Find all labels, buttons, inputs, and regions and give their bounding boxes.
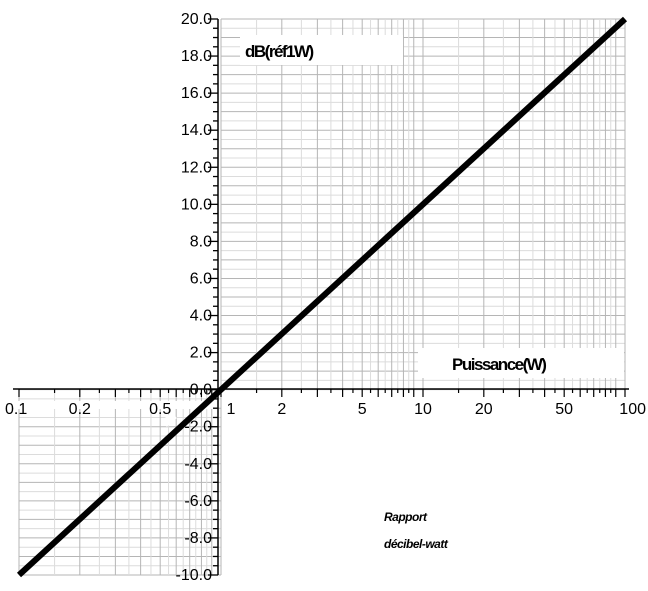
tick-labels: 20.0 18.0 16.0 14.0 12.0 10.0 8.0 6.0 4.0 2.0 0.0 -… <box>5 11 646 584</box>
x-tick-label: 20 <box>475 401 493 418</box>
y-tick-label: -10.0 <box>176 567 213 584</box>
y-tick-label: -8.0 <box>184 530 212 547</box>
x-tick-label: 5 <box>358 401 367 418</box>
y-tick-label: 8.0 <box>190 233 212 250</box>
x-tick-label: 50 <box>555 401 573 418</box>
caption-line-1: Rapport <box>384 510 428 524</box>
y-tick-label: 12.0 <box>181 159 212 176</box>
x-tick-label: 0.1 <box>5 401 27 418</box>
x-tick-label: 2 <box>277 401 286 418</box>
y-tick-label: 0.0 <box>190 382 212 399</box>
x-tick-label: 100 <box>619 401 646 418</box>
x-ticklabel-box <box>3 401 214 409</box>
x-axis-label: Puissance(W) <box>452 355 546 374</box>
y-tick-label: 16.0 <box>181 85 212 102</box>
label-boxes <box>3 35 624 409</box>
y-tick-label: 18.0 <box>181 48 212 65</box>
y-tick-label: 6.0 <box>190 270 212 287</box>
y-tick-label: -4.0 <box>184 456 212 473</box>
grid <box>18 18 626 576</box>
y-tick-label: 4.0 <box>190 308 212 325</box>
y-axis-label: dB(réf1W) <box>245 42 314 61</box>
x-tick-label: 10 <box>414 401 432 418</box>
xlabel-box <box>418 348 624 378</box>
y-tick-label: -6.0 <box>184 493 212 510</box>
y-tick-label: 14.0 <box>181 122 212 139</box>
x-tick-label: 0.5 <box>149 401 171 418</box>
x-tick-label: 0.2 <box>69 401 91 418</box>
x-tick-label: 1 <box>227 401 236 418</box>
y-tick-label: 10.0 <box>181 196 212 213</box>
caption-line-2: décibel-watt <box>384 537 449 551</box>
ylabel-box <box>240 35 403 65</box>
y-tick-label: 2.0 <box>190 345 212 362</box>
series-line <box>16 16 628 578</box>
y-tick-label: 20.0 <box>181 11 212 28</box>
series-gap <box>161 412 177 427</box>
y-tick-label: -2.0 <box>184 419 212 436</box>
axes <box>13 18 629 576</box>
series <box>16 16 628 578</box>
